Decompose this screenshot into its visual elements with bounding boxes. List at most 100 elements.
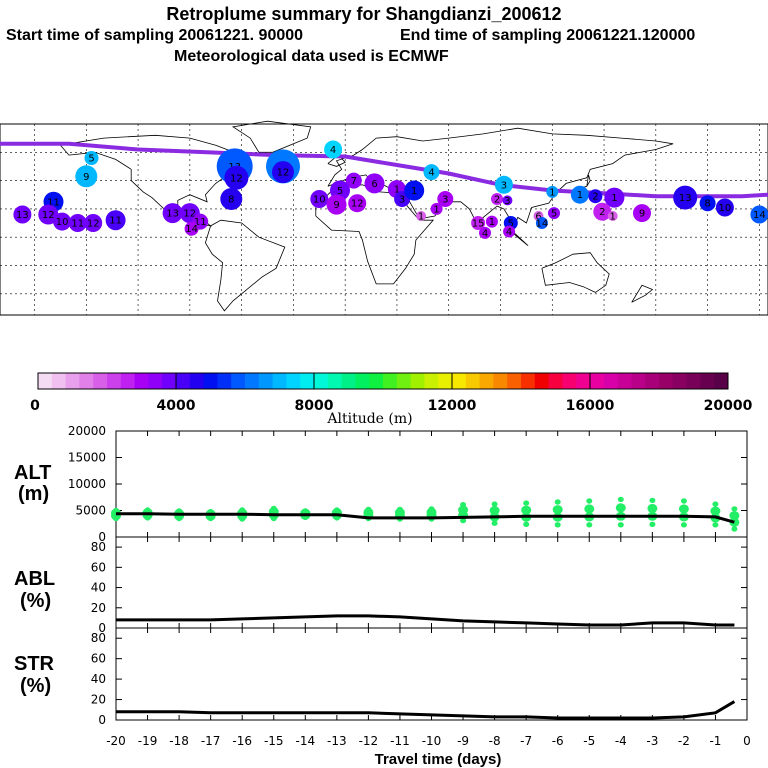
plume-circle: [348, 194, 367, 213]
plume-circle: [673, 185, 698, 210]
plume-marker: 12: [272, 161, 294, 184]
plume-label: 2: [494, 195, 500, 206]
plume-circle: [13, 205, 32, 224]
plume-circle: [485, 215, 498, 228]
plume-marker: 4: [324, 140, 343, 159]
plume-label: 2: [599, 207, 605, 218]
plume-marker: 4: [423, 164, 440, 181]
plume-label: 1: [549, 187, 555, 198]
plume-marker: 10: [715, 198, 734, 217]
colorbar-swatch: [714, 373, 729, 389]
colorbar-swatch: [659, 373, 674, 389]
alt-spread-marker: [207, 515, 214, 522]
colorbar-tick-label: 20000: [704, 398, 753, 414]
colorbar-swatch: [120, 373, 135, 389]
met-data-label: Meteorological data used is ECMWF: [174, 48, 449, 65]
plume-marker: 7: [345, 172, 362, 189]
colorbar-swatch: [148, 373, 163, 389]
plume-label: 12: [351, 199, 364, 210]
x-tick-label: -18: [169, 734, 189, 748]
plume-label: 11: [109, 216, 122, 227]
plume-label: 2: [592, 192, 598, 203]
colorbar-label: Altitude (m): [326, 411, 412, 427]
plume-circle: [503, 225, 516, 238]
plume-label: 5: [551, 209, 557, 220]
colorbar-swatch: [617, 373, 632, 389]
alt-spread-marker: [731, 506, 738, 512]
plume-label: 3: [501, 180, 507, 191]
alt-spread-marker: [491, 520, 498, 526]
alt-y-tick-label: 20000: [68, 424, 106, 438]
plume-marker: 12: [224, 165, 249, 190]
plume-circle: [68, 214, 87, 232]
alt-spread-marker: [554, 522, 561, 528]
colorbar-swatch: [465, 373, 480, 389]
plume-marker: 1: [570, 185, 589, 204]
alt-spread-marker: [586, 522, 593, 528]
x-tick-label: -10: [422, 734, 442, 748]
plume-label: 6: [535, 212, 541, 223]
coastline: [541, 252, 610, 293]
colorbar-swatch: [631, 373, 646, 389]
plume-circle: [471, 216, 486, 230]
plume-circle: [38, 204, 59, 225]
abl-panel-frame: [115, 536, 748, 629]
alt-y-tick-label: 15000: [68, 451, 106, 465]
alt-y-tick-label: 5000: [75, 504, 106, 518]
colorbar-swatch: [300, 373, 315, 389]
abl-panel: 0 20 40 60 80: [91, 536, 748, 635]
alt-spread-marker: [729, 511, 740, 521]
plume-marker: 1: [607, 211, 618, 223]
abl-series-line: [116, 614, 735, 627]
x-tick-label: -12: [359, 734, 379, 748]
colorbar-swatch: [272, 373, 287, 389]
plume-label: 11: [194, 217, 207, 228]
colorbar-swatch: [521, 373, 536, 389]
abl-y-tick-label: 20: [91, 601, 106, 615]
plume-marker: 12: [348, 194, 367, 213]
plume-circle: [272, 161, 294, 184]
plume-circle: [588, 189, 603, 204]
alt-spread-marker: [647, 503, 658, 513]
plume-label: 1: [611, 193, 617, 204]
abl-y-tick-label: 80: [91, 540, 106, 554]
plume-label: 4: [330, 145, 336, 156]
plume-label: 3: [399, 195, 405, 206]
colorbar-swatch: [493, 373, 508, 389]
plume-circle: [494, 175, 513, 194]
x-tick-label: -16: [232, 734, 252, 748]
plume-label: 14: [185, 224, 198, 235]
alt-panel-unit: (m): [18, 483, 49, 505]
world-map: 4591313121281043112129175912613131123151…: [0, 120, 768, 316]
str-panel-frame: [115, 627, 748, 721]
colorbar-swatch: [217, 373, 232, 389]
alt-spread-marker: [649, 521, 656, 527]
plume-marker: 3: [437, 191, 454, 207]
plume-label: 9: [639, 209, 645, 220]
alt-panel: 0 5000 10000 15000 20000: [68, 424, 748, 544]
x-tick-label: -19: [138, 734, 158, 748]
plume-marker: 9: [75, 165, 98, 188]
plume-circle: [184, 221, 199, 236]
plume-label: 1: [489, 217, 495, 228]
alt-spread-marker: [523, 500, 530, 506]
plume-label: 1: [418, 212, 424, 223]
alt-spread-marker: [489, 506, 500, 515]
alt-spread-marker: [678, 504, 689, 514]
x-tick-label: -20: [106, 734, 126, 748]
colorbar-swatch: [672, 373, 687, 389]
plume-marker: 13: [673, 185, 698, 210]
x-tick-label: -15: [264, 734, 284, 748]
x-tick-label: 0: [743, 734, 751, 748]
plume-label: 4: [506, 227, 512, 238]
plume-circle: [604, 187, 625, 208]
plume-label: 14: [753, 210, 766, 221]
plume-circle: [310, 190, 329, 208]
plume-circle: [430, 202, 443, 215]
colorbar-swatch: [107, 373, 122, 389]
plume-label: 10: [719, 203, 732, 214]
colorbar-swatch: [162, 373, 177, 389]
alt-spread-marker: [521, 505, 532, 515]
plume-marker: 1: [485, 215, 498, 228]
